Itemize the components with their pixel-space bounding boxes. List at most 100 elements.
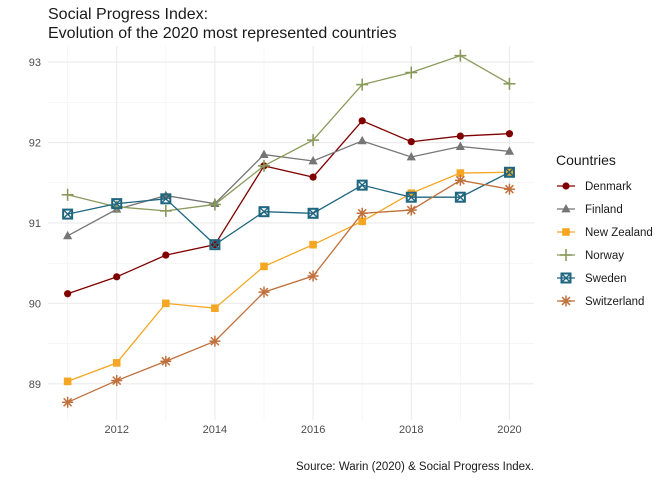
data-point-switzerland bbox=[307, 270, 319, 282]
y-tick-label: 90 bbox=[29, 298, 41, 310]
data-point-norway bbox=[258, 159, 270, 172]
data-point-norway bbox=[159, 204, 172, 217]
data-point-norway bbox=[405, 66, 418, 79]
data-point-sweden bbox=[111, 198, 123, 210]
data-point-switzerland bbox=[209, 335, 221, 347]
data-point-sweden bbox=[209, 239, 221, 251]
legend-item-finland: Finland bbox=[557, 204, 623, 216]
y-tick-label: 89 bbox=[29, 379, 41, 391]
data-point-switzerland bbox=[160, 355, 172, 367]
data-point-switzerland bbox=[62, 396, 74, 408]
x-tick-label: 2020 bbox=[497, 424, 521, 436]
data-point-switzerland bbox=[258, 286, 270, 298]
x-tick-label: 2018 bbox=[399, 424, 423, 436]
data-point-denmark bbox=[64, 290, 72, 298]
legend-item-switzerland: Switzerland bbox=[557, 295, 644, 308]
data-point-denmark bbox=[505, 130, 514, 138]
data-point-switzerland bbox=[356, 207, 368, 219]
data-point-norway bbox=[307, 134, 320, 147]
data-point-sweden bbox=[356, 179, 368, 191]
data-point-norway bbox=[61, 188, 74, 201]
data-point-new-zealand bbox=[211, 304, 219, 313]
data-point-sweden bbox=[62, 208, 74, 220]
legend-item-norway: Norway bbox=[557, 249, 624, 262]
data-point-norway bbox=[503, 77, 516, 90]
legend-key-marker bbox=[560, 272, 572, 284]
data-point-new-zealand bbox=[112, 359, 121, 367]
chart-title-line-1: Social Progress Index: bbox=[48, 6, 208, 23]
series-norway bbox=[61, 49, 516, 217]
grid bbox=[48, 46, 534, 420]
data-point-sweden bbox=[503, 166, 515, 178]
data-point-finland bbox=[406, 151, 416, 161]
x-tick-label: 2012 bbox=[104, 424, 128, 436]
y-tick-label: 91 bbox=[29, 218, 41, 230]
data-point-sweden bbox=[405, 191, 417, 203]
data-point-denmark bbox=[407, 138, 415, 146]
series-denmark bbox=[64, 117, 514, 298]
data-point-finland bbox=[308, 156, 318, 165]
data-point-finland bbox=[504, 146, 515, 155]
data-point-switzerland bbox=[111, 375, 123, 387]
data-point-denmark bbox=[358, 117, 366, 125]
y-tick-label: 93 bbox=[29, 57, 41, 69]
series-line-norway bbox=[67, 54, 510, 212]
legend-key-marker bbox=[561, 204, 571, 213]
data-point-switzerland bbox=[405, 204, 417, 216]
data-point-switzerland bbox=[503, 183, 515, 195]
data-point-sweden bbox=[258, 206, 270, 218]
data-point-switzerland bbox=[454, 174, 466, 186]
data-point-denmark bbox=[309, 173, 317, 181]
legend-key-marker bbox=[560, 295, 572, 307]
data-point-new-zealand bbox=[309, 240, 317, 249]
axis-ticks: 2012 2014 2016 2018 2020 89 90 91 92 93 bbox=[29, 57, 522, 436]
data-point-sweden bbox=[307, 207, 319, 219]
series-line-sweden bbox=[67, 171, 510, 246]
series-line-switzerland bbox=[67, 179, 510, 403]
data-point-finland bbox=[455, 141, 465, 150]
y-tick-label: 92 bbox=[29, 138, 41, 150]
data-point-denmark bbox=[162, 251, 170, 259]
data-point-new-zealand bbox=[358, 217, 366, 226]
legend-key-marker bbox=[560, 249, 572, 261]
data-point-finland bbox=[63, 230, 73, 240]
legend-label-denmark: Denmark bbox=[585, 181, 632, 193]
legend-label-sweden: Sweden bbox=[585, 273, 627, 285]
data-point-norway bbox=[208, 198, 221, 211]
legend-label-switzerland: Switzerland bbox=[585, 296, 644, 308]
legend-label-finland: Finland bbox=[585, 204, 623, 216]
legend-key-marker bbox=[562, 182, 570, 190]
data-point-new-zealand bbox=[63, 377, 72, 386]
series-line-new-zealand bbox=[67, 171, 510, 383]
series-finland bbox=[63, 135, 515, 240]
data-point-finland bbox=[259, 149, 269, 158]
data-point-denmark bbox=[456, 132, 464, 140]
x-tick-label: 2016 bbox=[301, 424, 325, 436]
series-line-denmark bbox=[67, 120, 510, 295]
legend-key-marker bbox=[562, 228, 570, 236]
data-point-finland bbox=[357, 135, 367, 145]
data-point-new-zealand bbox=[260, 262, 268, 271]
series-new-zealand bbox=[63, 168, 514, 386]
data-point-new-zealand bbox=[162, 299, 170, 308]
data-point-norway bbox=[356, 78, 369, 91]
chart-caption: Source: Warin (2020) & Social Progress I… bbox=[296, 461, 534, 473]
series-switzerland bbox=[62, 174, 515, 408]
data-point-norway bbox=[454, 49, 467, 62]
data-point-denmark bbox=[113, 273, 121, 281]
chart-title-line-2: Evolution of the 2020 most represented c… bbox=[48, 25, 397, 42]
series-lines bbox=[61, 49, 516, 408]
legend-title: Countries bbox=[556, 152, 616, 168]
series-line-finland bbox=[67, 140, 510, 237]
legend-label-new-zealand: New Zealand bbox=[585, 227, 653, 239]
legend-item-new-zealand: New Zealand bbox=[557, 227, 653, 239]
legend-label-norway: Norway bbox=[585, 250, 624, 262]
series-sweden bbox=[62, 166, 515, 251]
legend: Countries Denmark Finland New Zealand Norwa… bbox=[556, 152, 653, 308]
data-point-sweden bbox=[454, 191, 466, 203]
data-point-sweden bbox=[160, 193, 172, 205]
legend-item-denmark: Denmark bbox=[557, 181, 632, 193]
data-point-new-zealand bbox=[456, 169, 465, 177]
